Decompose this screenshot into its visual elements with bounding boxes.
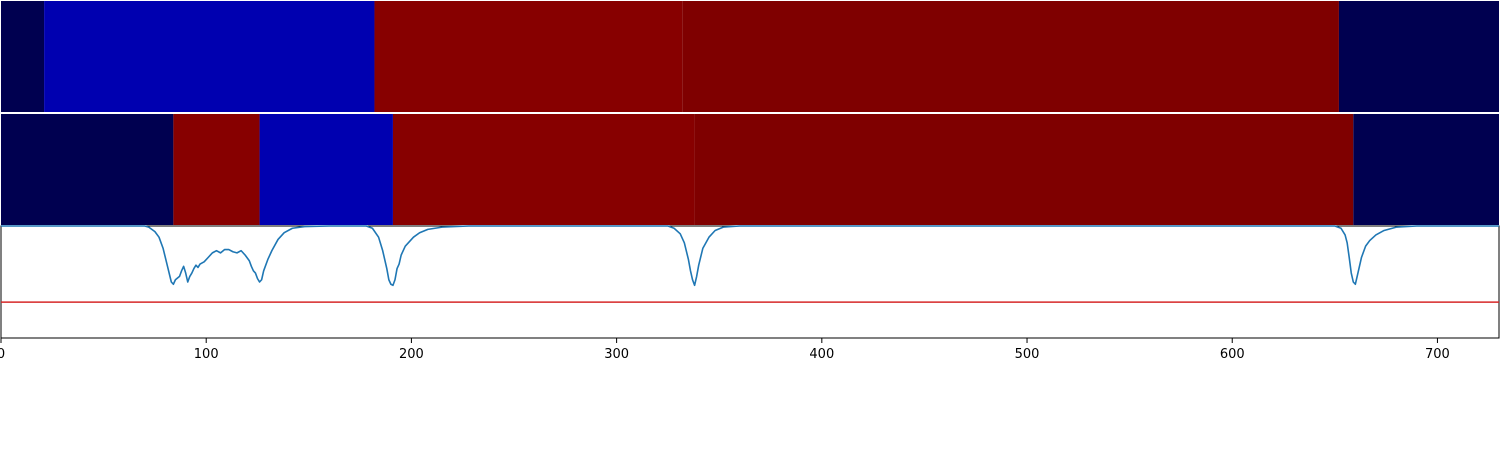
heatmap-row-1-segment-1	[1, 1, 45, 112]
heatmap-row-2-segment-6	[1353, 114, 1499, 225]
x-tick-label-400: 400	[809, 347, 834, 362]
heatmap-row-1-segment-2	[44, 1, 375, 112]
heatmap-row-1-segment-4	[682, 1, 1339, 112]
heatmap-row-2-segment-2	[173, 114, 260, 225]
x-tick-label-600: 600	[1220, 347, 1245, 362]
heatmap-rows	[1, 1, 1499, 225]
heatmap-row-1-segment-3	[374, 1, 683, 112]
line-panel-frame	[0, 225, 1500, 339]
line-panel	[0, 225, 1500, 339]
x-tick-label-700: 700	[1425, 347, 1450, 362]
series-line	[1, 225, 1499, 287]
x-tick-label-500: 500	[1015, 347, 1040, 362]
x-tick-label-200: 200	[399, 347, 424, 362]
x-tick-label-100: 100	[194, 347, 219, 362]
x-axis: 0 100 200 300 400 500 600 700	[0, 338, 1450, 362]
x-tick-label-300: 300	[604, 347, 629, 362]
heatmap-row-2-segment-5	[694, 114, 1354, 225]
heatmap-row-2-segment-4	[392, 114, 695, 225]
x-tick-label-0: 0	[0, 347, 5, 362]
heatmap-row-2-segment-3	[259, 114, 393, 225]
heatmap-row-1-segment-5	[1338, 1, 1499, 112]
heatmap-row-2-segment-1	[1, 114, 174, 225]
